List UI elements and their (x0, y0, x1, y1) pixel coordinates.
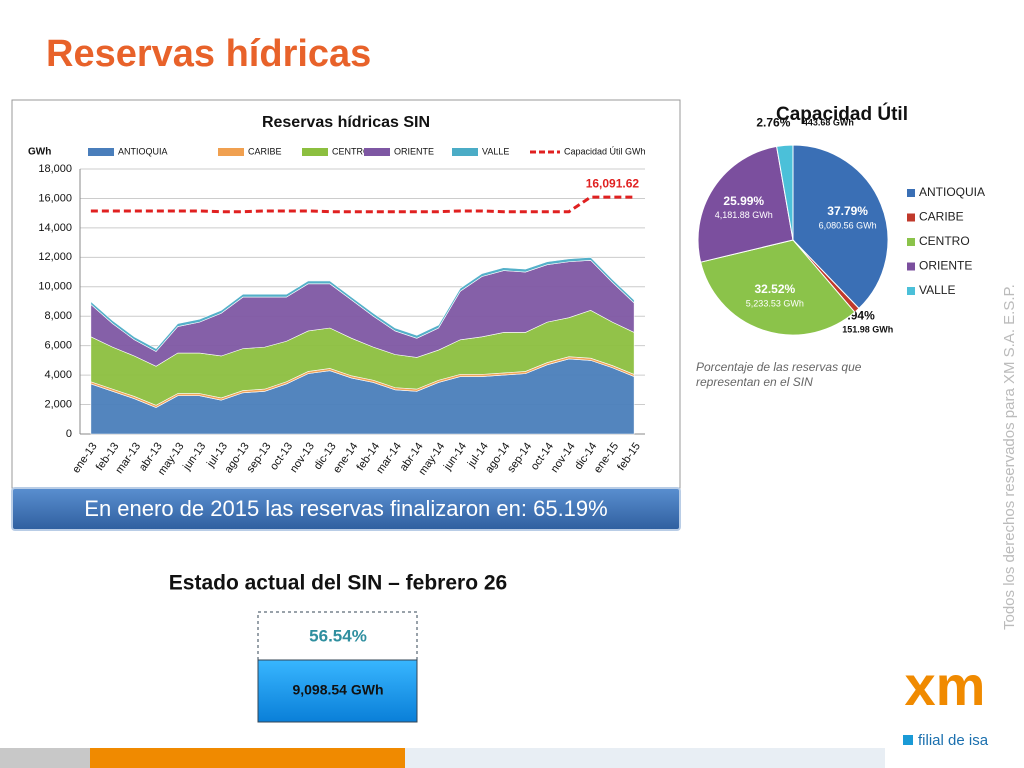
y-tick-label: 8,000 (44, 310, 72, 322)
legend-label: ANTIOQUIA (919, 185, 985, 199)
y-tick-label: 16,000 (38, 192, 72, 204)
slice-label: 2.76% (756, 115, 790, 129)
y-tick-label: 18,000 (38, 163, 72, 175)
slice-label: 32.52% (754, 282, 795, 296)
pie-slice (700, 239, 856, 336)
capacity-line (90, 195, 635, 214)
legend-swatch (452, 148, 478, 156)
footer-stripe (0, 748, 90, 768)
legend-swatch (907, 287, 915, 295)
slide-title: Reservas hídricas (46, 33, 371, 75)
rights-note: Todos los derechos reservados para XM S.… (1001, 284, 1018, 630)
pie-slice (792, 144, 889, 310)
legend-label: ORIENTE (919, 259, 972, 273)
y-tick-label: 0 (66, 428, 72, 440)
logo-square (903, 735, 913, 745)
y-axis-label: GWh (28, 147, 51, 158)
logo: xm (905, 654, 986, 717)
pie-caption: Porcentaje de las reservas que represent… (696, 360, 862, 389)
legend-label: ANTIOQUIA (118, 146, 168, 156)
legend-swatch (218, 148, 244, 156)
status-percent: 56.54% (309, 626, 367, 645)
data-label: 16,091.62 (586, 176, 640, 190)
slice-energy: 151.98 GWh (842, 325, 893, 335)
legend-label: CARIBE (919, 210, 964, 224)
legend-label: VALLE (482, 146, 509, 156)
y-tick-label: 4,000 (44, 369, 72, 381)
area-band (90, 257, 635, 352)
legend-swatch (364, 148, 390, 156)
caption-box: Porcentaje de las reservas que represent… (696, 360, 862, 389)
legend-swatch (88, 148, 114, 156)
y-tick-label: 2,000 (44, 398, 72, 410)
legend-swatch (907, 213, 915, 222)
slice-energy: 443.68 GWh (803, 118, 854, 128)
status-energy: 9,098.54 GWh (292, 682, 383, 698)
slice-energy: 4,181.88 GWh (715, 210, 773, 220)
pie-slice (697, 145, 794, 263)
footer-stripe (405, 748, 885, 768)
legend-label: ORIENTE (394, 146, 434, 156)
y-tick-label: 12,000 (38, 251, 72, 263)
slice-energy: 5,233.53 GWh (746, 298, 804, 308)
chart-title: Reservas hídricas SIN (262, 114, 430, 131)
slice-energy: 6,080.56 GWh (819, 220, 877, 230)
legend-label: CARIBE (248, 146, 282, 156)
pie-slice (776, 144, 794, 241)
legend-swatch (907, 189, 915, 197)
y-tick-label: 6,000 (44, 340, 72, 352)
legend-label: CENTRO (332, 146, 370, 156)
legend-swatch (907, 262, 915, 271)
legend-label: VALLE (919, 283, 955, 297)
y-tick-label: 10,000 (38, 281, 72, 293)
status-energy-box (257, 659, 418, 723)
slice-label: 25.99% (723, 194, 764, 208)
tagline: filial de isa (918, 732, 989, 749)
slice-label: 37.79% (827, 204, 868, 218)
pie-chart: Capacidad Útil Porcentaje de las reserva… (696, 103, 985, 389)
status-percent-box (257, 611, 418, 661)
status-title: Estado actual del SIN – febrero 26 (169, 572, 507, 595)
legend-swatch (302, 148, 328, 156)
chart-title: Capacidad Útil (776, 103, 908, 125)
legend-label: Capacidad Útil GWh (564, 146, 646, 156)
banner: En enero de 2015 las reservas finalizaro… (84, 496, 607, 521)
y-tick-label: 14,000 (38, 222, 72, 234)
footer-stripe (90, 748, 405, 768)
banner-box (11, 487, 681, 531)
legend-label: CENTRO (919, 234, 970, 248)
legend-swatch (907, 238, 915, 246)
